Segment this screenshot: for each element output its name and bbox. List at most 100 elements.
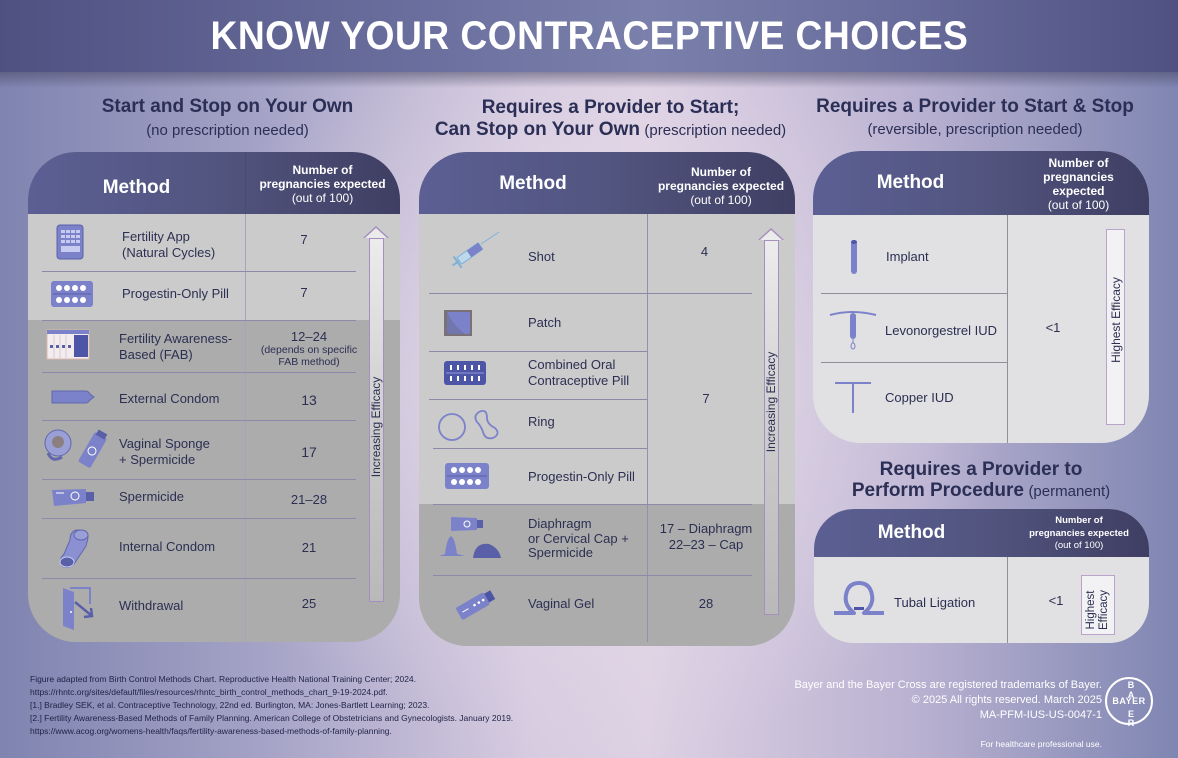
patch-icon	[443, 309, 473, 342]
section2-light-bg	[419, 214, 795, 504]
pill-pack-icon	[444, 462, 490, 495]
method-header: Method	[876, 172, 945, 193]
group-pregnancy-count: 7	[702, 391, 710, 406]
pregnancy-count: <1	[1048, 593, 1064, 608]
section2-subtitle: (prescription needed)	[644, 122, 787, 139]
pregnancy-count: 12–24 (depends on specific FAB method)	[260, 329, 358, 368]
efficacy-label: Increasing Efficacy	[369, 376, 383, 478]
document-code: MA-PFM-IUS-US-0047-1	[979, 709, 1102, 721]
method-header: Method	[499, 173, 567, 194]
reference-line: Figure adapted from Birth Control Method…	[30, 674, 417, 684]
reference-line: [1.] Bradley SEK, et al. Contraceptive T…	[30, 700, 430, 710]
method-label: Internal Condom	[119, 539, 216, 554]
section1-subtitle: (no prescription needed)	[146, 122, 309, 139]
row-divider	[429, 399, 647, 400]
section4-header: Method Number of pregnancies expected (o…	[814, 509, 1149, 557]
method-label: Implant	[886, 249, 929, 264]
tablet-calendar-icon	[56, 224, 84, 265]
efficacy-arrow	[764, 240, 779, 615]
column-divider	[245, 214, 246, 642]
method-label: Progestin-Only Pill	[528, 469, 635, 484]
method-label: Copper IUD	[885, 390, 954, 405]
count-header-split-b: expected	[1052, 184, 1105, 198]
count-header-line2: pregnancies expected	[1029, 527, 1129, 539]
bayer-logo-horizontal: BAYER	[1112, 696, 1146, 706]
title-banner: KNOW YOUR CONTRACEPTIVE CHOICES	[0, 0, 1178, 72]
method-label: Vaginal Gel	[528, 596, 595, 611]
column-divider	[647, 214, 648, 642]
page-title: KNOW YOUR CONTRACEPTIVE CHOICES	[210, 13, 968, 58]
method-label: Combined Oral Contraceptive Pill	[528, 357, 630, 388]
pregnancy-count: 13	[301, 392, 317, 408]
pregnancy-count: 7	[300, 285, 308, 300]
section1-header: Method Number of pregnancies expected (o…	[28, 152, 400, 214]
tubal-ligation-icon	[832, 579, 886, 622]
combined-pill-pack-icon	[443, 360, 487, 391]
efficacy-box	[1106, 229, 1125, 425]
method-label: Shot	[528, 249, 555, 264]
count-header-line3: (out of 100)	[690, 193, 752, 207]
method-label: Diaphragm or Cervical Cap + Spermicide	[528, 516, 629, 560]
section3-heading: Requires a Provider to Start & Stop (rev…	[805, 96, 1145, 138]
bayer-cross-logo: BAYER B A Y E R	[1105, 677, 1153, 728]
section2-heading: Requires a Provider to Start; Can Stop o…	[418, 97, 803, 142]
count-header: Number of pregnancies expected (out of 1…	[1009, 515, 1149, 553]
section3-table: Method Number of pregnancies expected (o…	[813, 151, 1149, 443]
row-divider	[821, 293, 1007, 294]
trademark-text: Bayer and the Bayer Cross are registered…	[794, 679, 1102, 691]
count-header: Number of pregnancies expected (out of 1…	[1008, 156, 1149, 212]
method-label: Ring	[528, 414, 555, 429]
method-label: Patch	[528, 315, 562, 330]
pregnancy-count: 17	[301, 444, 317, 460]
method-label: Fertility Awareness- Based (FAB)	[119, 331, 233, 362]
row-divider	[42, 271, 356, 272]
internal-condom-icon	[58, 526, 94, 577]
efficacy-label: Highest Efficacy	[1085, 589, 1110, 631]
method-header: Method	[877, 522, 946, 543]
section2-header: Method Number of pregnancies expected (o…	[419, 152, 795, 214]
section1-heading: Start and Stop on Your Own (no prescript…	[40, 96, 415, 139]
row-divider	[821, 362, 1007, 363]
count-header-line1: Number of	[691, 165, 751, 179]
reference-link[interactable]: https://www.acog.org/womens-health/faqs/…	[30, 726, 392, 736]
count-header-split-a: pregnancies	[1043, 170, 1114, 184]
count-header-line3: (out of 100)	[291, 191, 354, 205]
row-divider	[433, 504, 752, 505]
pregnancy-count: 7	[300, 232, 308, 247]
method-label: External Condom	[119, 391, 220, 406]
row-divider	[42, 420, 356, 421]
pregnancy-count: 28	[698, 596, 714, 611]
pregnancy-count: 21	[301, 540, 317, 555]
hcp-notice: For healthcare professional use.	[980, 739, 1102, 749]
legal-notice: Bayer and the Bayer Cross are registered…	[794, 678, 1102, 752]
door-exit-icon	[60, 584, 96, 635]
implant-rod-icon	[850, 239, 858, 280]
section4-title-line2: Perform Procedure	[851, 480, 1024, 501]
method-label: Withdrawal	[119, 598, 184, 613]
method-label: Vaginal Sponge + Spermicide	[119, 436, 210, 467]
external-condom-icon	[50, 388, 96, 411]
pill-pack-icon	[50, 280, 94, 313]
column-divider	[1007, 215, 1008, 443]
count-header-line1: Number of	[1048, 156, 1109, 170]
diaphragm-cap-icon	[437, 514, 503, 565]
pregnancy-count: 21–28	[290, 492, 328, 507]
section4-title-line1: Requires a Provider to	[879, 459, 1083, 480]
count-header-line2: pregnancies expected	[259, 177, 386, 191]
section4-table: Method Number of pregnancies expected (o…	[814, 509, 1149, 643]
row-divider	[42, 372, 356, 373]
spermicide-tube-icon	[50, 486, 96, 513]
efficacy-label: Increasing Efficacy	[764, 351, 778, 453]
efficacy-box	[1081, 575, 1115, 635]
calendar-icon	[46, 328, 90, 365]
gel-tube-icon	[453, 586, 499, 629]
count-header-line3: (out of 100)	[1054, 540, 1104, 551]
column-divider	[1007, 557, 1008, 643]
header-divider	[245, 152, 246, 214]
section1-table: Method Number of pregnancies expected (o…	[28, 152, 400, 642]
ring-icon	[437, 408, 503, 447]
section4-heading: Requires a Provider to Perform Procedure…	[813, 459, 1149, 502]
row-divider	[433, 448, 647, 449]
reference-link[interactable]: https://rhntc.org/sites/default/files/re…	[30, 687, 388, 697]
row-divider	[42, 320, 356, 321]
